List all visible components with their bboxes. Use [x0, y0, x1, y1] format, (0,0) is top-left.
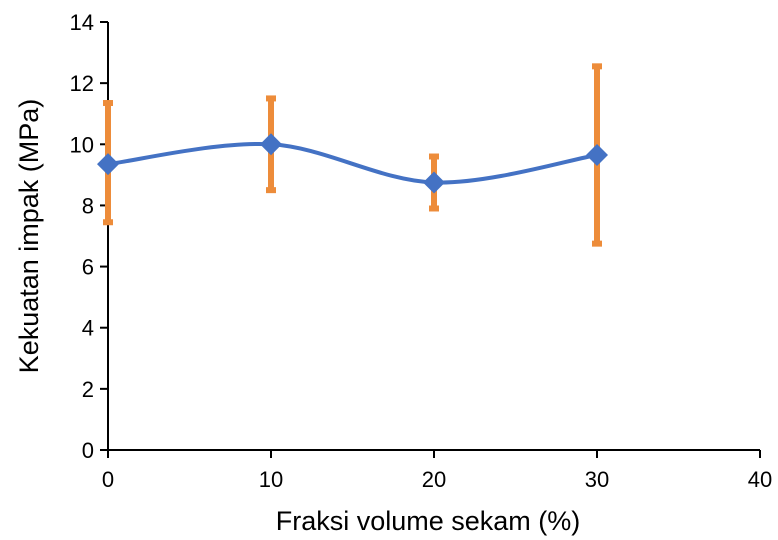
y-tick-label: 2	[82, 377, 94, 402]
y-tick-label: 0	[82, 438, 94, 463]
x-axis-title: Fraksi volume sekam (%)	[276, 506, 581, 536]
y-tick-label: 4	[82, 316, 94, 341]
data-point-marker	[586, 143, 608, 166]
series-line	[107, 141, 598, 185]
error-bars	[103, 63, 602, 247]
y-tick-label: 14	[70, 10, 94, 35]
x-tick-label: 20	[422, 467, 446, 492]
data-point-marker	[97, 153, 119, 176]
data-point-marker	[423, 171, 445, 194]
x-tick-label: 30	[585, 467, 609, 492]
y-tick-label: 10	[70, 132, 94, 157]
x-ticks: 0 10 20 30 40	[102, 450, 772, 492]
y-tick-label: 6	[82, 255, 94, 280]
x-tick-label: 10	[259, 467, 283, 492]
x-tick-label: 0	[102, 467, 114, 492]
y-axis-title: Kekuatan impak (MPa)	[14, 99, 44, 374]
y-tick-label: 8	[82, 193, 94, 218]
x-tick-label: 40	[748, 467, 772, 492]
y-tick-label: 12	[70, 71, 94, 96]
plot-area: 0 2 4 6 8 10 12 14 0 10 20 30 40	[70, 10, 773, 492]
y-ticks: 0 2 4 6 8 10 12 14	[70, 10, 108, 463]
data-point-marker	[260, 133, 282, 156]
markers	[97, 133, 608, 194]
